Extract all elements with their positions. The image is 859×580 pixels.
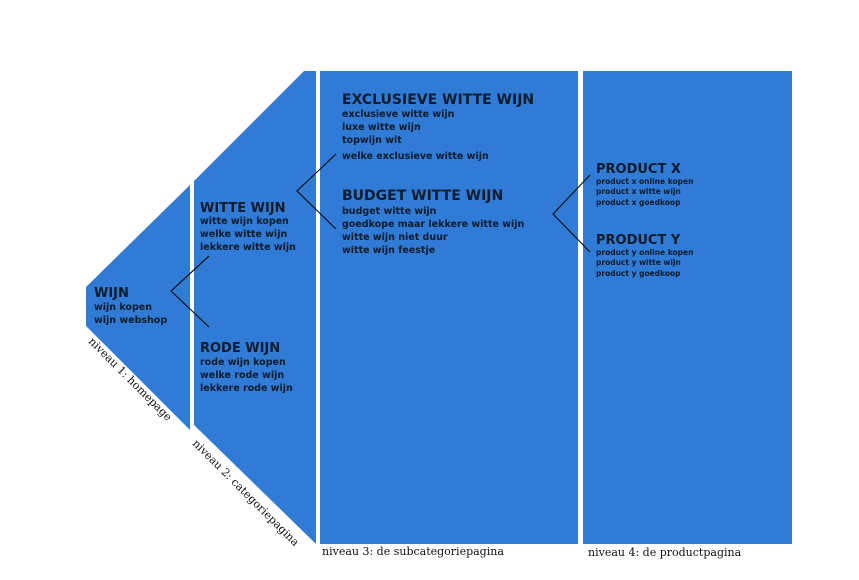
connector-witte-wijn-to-subcategories: [296, 153, 337, 230]
category-keyword: welke witte wijn: [200, 229, 287, 240]
subcategory-title-exclusieve: EXCLUSIEVE WITTE WIJN: [342, 92, 534, 108]
product-keyword: product x witte wijn: [596, 187, 681, 196]
subcategory-keyword: topwijn wit: [342, 135, 402, 146]
product-keyword: product x goedkoop: [596, 198, 681, 207]
level-4-caption: niveau 4: de productpagina: [588, 546, 742, 559]
category-keyword: witte wijn kopen: [200, 216, 289, 227]
connector-budget-to-products: [552, 174, 591, 253]
product-title-x: PRODUCT X: [596, 162, 681, 177]
subcategory-keyword: welke exclusieve witte wijn: [342, 151, 489, 162]
category-keyword: rode wijn kopen: [200, 357, 286, 368]
level-3-caption: niveau 3: de subcategoriepagina: [322, 545, 504, 558]
panel-level-2: [194, 71, 316, 544]
product-keyword: product x online kopen: [596, 177, 693, 186]
product-keyword: product y goedkoop: [596, 269, 681, 278]
panel-level-4: [583, 71, 792, 544]
product-keyword: product y witte wijn: [596, 258, 681, 267]
subcategory-keyword: luxe witte wijn: [342, 122, 421, 133]
subcategory-keyword: witte wijn feestje: [342, 245, 435, 256]
level1-keyword: wijn webshop: [94, 315, 167, 326]
category-title-rode-wijn: RODE WIJN: [200, 341, 280, 356]
subcategory-keyword: exclusieve witte wijn: [342, 109, 455, 120]
panel-level-1: [86, 185, 190, 430]
category-keyword: lekkere rode wijn: [200, 383, 293, 394]
panel-level-3: [320, 71, 578, 544]
subcategory-keyword: goedkope maar lekkere witte wijn: [342, 219, 525, 230]
subcategory-keyword: budget witte wijn: [342, 206, 437, 217]
category-keyword: welke rode wijn: [200, 370, 284, 381]
category-title-witte-wijn: WITTE WIJN: [200, 201, 286, 216]
subcategory-keyword: witte wijn niet duur: [342, 232, 448, 243]
product-keyword: product y online kopen: [596, 248, 693, 257]
connector-level1-to-level2: [170, 255, 210, 328]
level1-keyword: wijn kopen: [94, 302, 152, 313]
product-title-y: PRODUCT Y: [596, 233, 681, 248]
subcategory-title-budget: BUDGET WITTE WIJN: [342, 188, 503, 204]
category-keyword: lekkere witte wijn: [200, 242, 296, 253]
level1-title: WIJN: [94, 286, 129, 301]
